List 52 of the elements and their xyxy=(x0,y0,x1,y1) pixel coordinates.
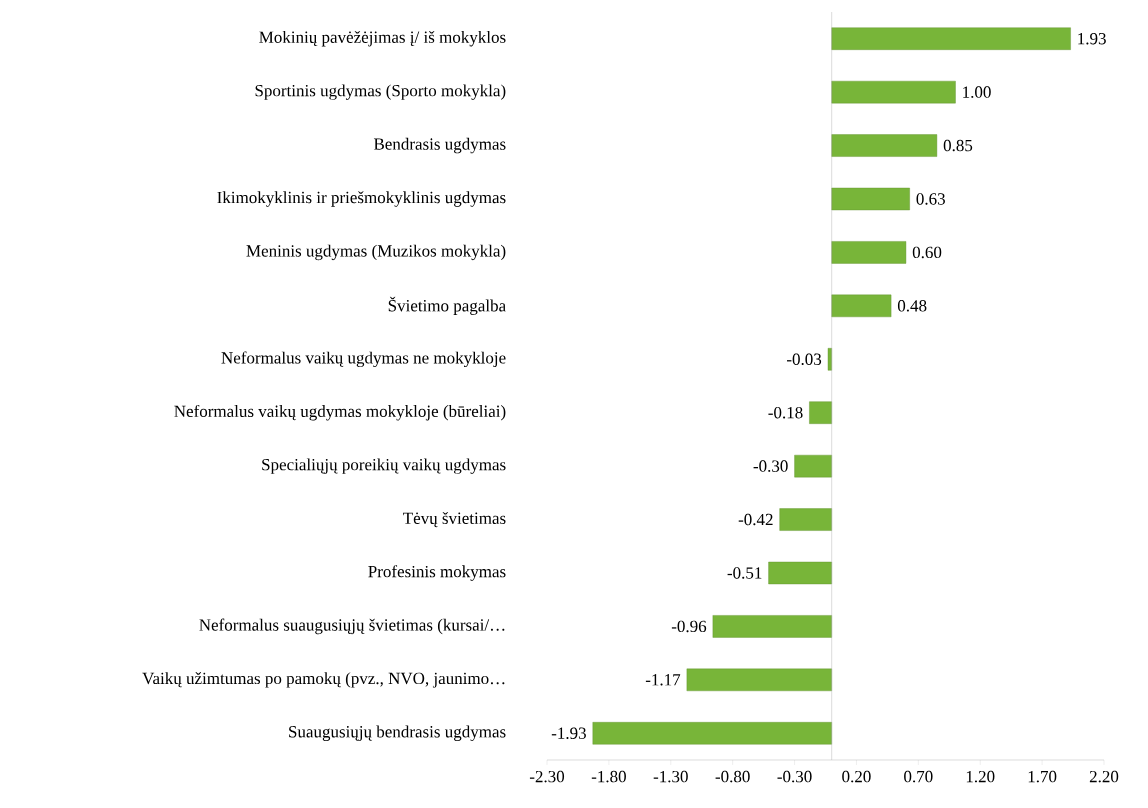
data-label: -0.03 xyxy=(786,353,822,366)
bar xyxy=(768,561,832,585)
data-label: 0.48 xyxy=(897,300,927,312)
y-tick-label: Tėvų švietimas xyxy=(403,511,506,528)
data-label: 0.63 xyxy=(916,193,945,205)
bar xyxy=(809,401,832,424)
y-tick-label: Ikimokyklinis ir priešmokyklinis ugdymas xyxy=(217,191,506,207)
y-tick-label: Sportinis ugdymas (Sporto mokykla) xyxy=(255,84,506,100)
bar xyxy=(827,348,832,371)
data-label: -0.96 xyxy=(671,620,707,633)
x-tick-label: -0.80 xyxy=(715,770,750,783)
y-tick-label: Meninis ugdymas (Muzikos mokykla) xyxy=(246,244,506,261)
y-tick-label: Švietimo pagalba xyxy=(388,296,506,315)
y-tick-label: Mokinių pavėžėjimas į/ iš mokyklos xyxy=(259,30,506,47)
data-label: -0.42 xyxy=(738,513,773,526)
data-label: 0.85 xyxy=(943,139,973,152)
bar xyxy=(831,80,956,104)
bar xyxy=(794,454,832,478)
data-label: -1.17 xyxy=(645,674,681,686)
bar xyxy=(712,615,832,638)
bar xyxy=(831,27,1071,50)
y-tick-label: Neformalus vaikų ugdymas ne mokykloje xyxy=(221,351,506,368)
data-label: -1.93 xyxy=(551,727,586,740)
y-tick-label: Neformalus suaugusiųjų švietimas (kursai/… xyxy=(199,618,505,635)
y-tick-label: Vaikų užimtumas po pamokų (pvz., NVO, jaunimo… xyxy=(142,672,505,688)
y-tick-label: Neformalus vaikų ugdymas mokykloje (būreliai) xyxy=(174,404,506,421)
data-label: -0.51 xyxy=(727,567,762,579)
x-tick-label: 0.70 xyxy=(904,770,933,783)
data-label: -0.18 xyxy=(768,406,803,419)
bar xyxy=(831,241,907,264)
x-tick-label: 0.20 xyxy=(842,770,871,783)
bar xyxy=(831,294,892,318)
x-tick-label: 1.70 xyxy=(1028,770,1057,783)
bar xyxy=(686,668,832,692)
data-label: 1.00 xyxy=(963,86,991,98)
y-tick-label: Specialiųjų poreikių vaikų ugdymas xyxy=(262,458,506,474)
y-tick-label: Bendrasis ugdymas xyxy=(373,137,506,154)
x-tick-label: 2.20 xyxy=(1089,770,1119,783)
x-tick-label: -0.30 xyxy=(777,770,812,783)
bar xyxy=(592,722,832,745)
data-label: 1.93 xyxy=(1078,32,1106,45)
bar xyxy=(779,508,832,531)
data-label: -0.30 xyxy=(753,460,788,472)
bar xyxy=(831,187,910,211)
bar xyxy=(831,134,938,157)
x-tick-label: -1.80 xyxy=(591,770,626,783)
y-tick-label: Profesinis mokymas xyxy=(368,565,506,581)
x-tick-label: -2.30 xyxy=(529,770,565,783)
data-label: 0.60 xyxy=(912,246,942,259)
x-tick-label: -1.30 xyxy=(653,770,688,783)
x-tick-label: 1.20 xyxy=(966,770,995,783)
y-tick-label: Suaugusiųjų bendrasis ugdymas xyxy=(289,725,506,741)
